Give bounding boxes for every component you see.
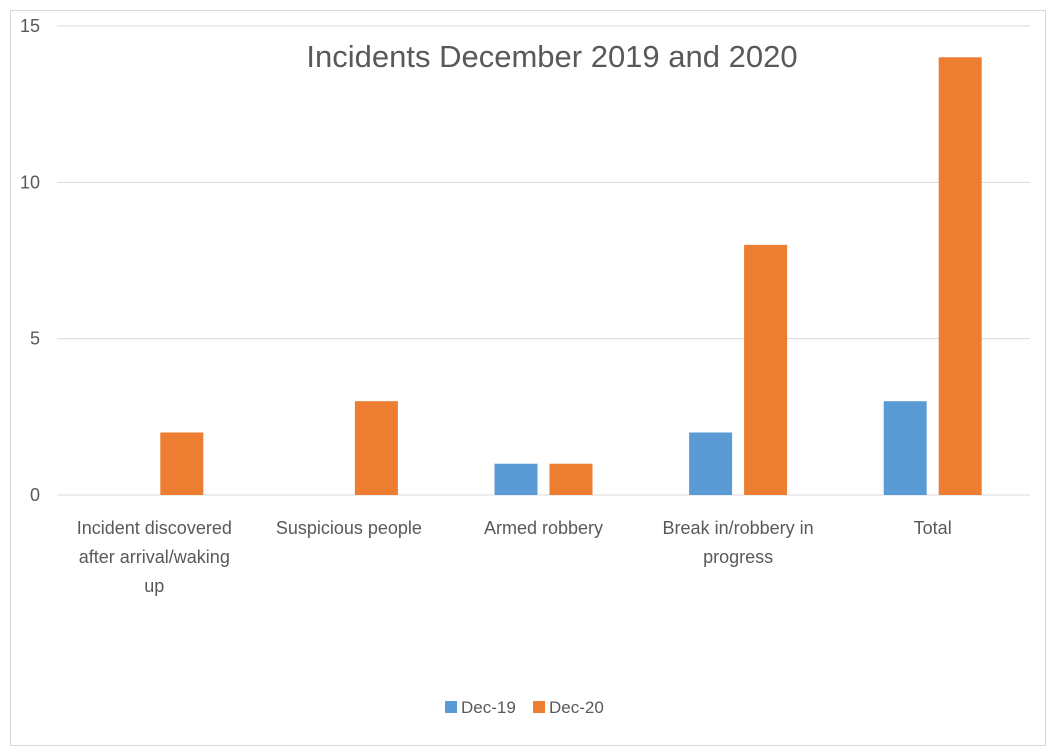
gridlines <box>57 25 1030 496</box>
legend-label-dec-20: Dec-20 <box>549 698 604 717</box>
category-label: progress <box>703 547 773 567</box>
y-axis-ticks: 0 5 10 15 <box>20 16 40 505</box>
bar-dec-20-4 <box>938 57 982 496</box>
y-tick-label: 0 <box>30 485 40 505</box>
y-tick-label: 5 <box>30 329 40 349</box>
category-label: Break in/robbery in <box>663 518 814 538</box>
bar-dec-20-0 <box>160 432 204 495</box>
category-label: Total <box>914 518 952 538</box>
category-label: after arrival/waking <box>79 547 230 567</box>
bar-dec-19-2 <box>494 463 538 495</box>
y-tick-label: 15 <box>20 16 40 36</box>
bar-dec-20-2 <box>549 463 593 495</box>
bar-dec-19-4 <box>883 401 927 495</box>
y-tick-label: 10 <box>20 172 40 192</box>
bars <box>160 57 982 496</box>
category-label: Incident discovered <box>77 518 232 538</box>
category-label: Suspicious people <box>276 518 422 538</box>
category-label: Armed robbery <box>484 518 603 538</box>
legend: Dec-19 Dec-20 <box>445 698 604 717</box>
x-axis-categories: Incident discovered after arrival/waking u… <box>77 518 952 596</box>
legend-swatch-dec-19 <box>445 701 457 713</box>
legend-label-dec-19: Dec-19 <box>461 698 516 717</box>
bar-dec-20-3 <box>744 244 788 495</box>
legend-swatch-dec-20 <box>533 701 545 713</box>
chart-title: Incidents December 2019 and 2020 <box>306 39 797 74</box>
category-label: up <box>144 576 164 596</box>
bar-dec-20-1 <box>354 401 398 495</box>
chart-frame <box>10 10 1046 746</box>
bar-dec-19-3 <box>689 432 733 495</box>
